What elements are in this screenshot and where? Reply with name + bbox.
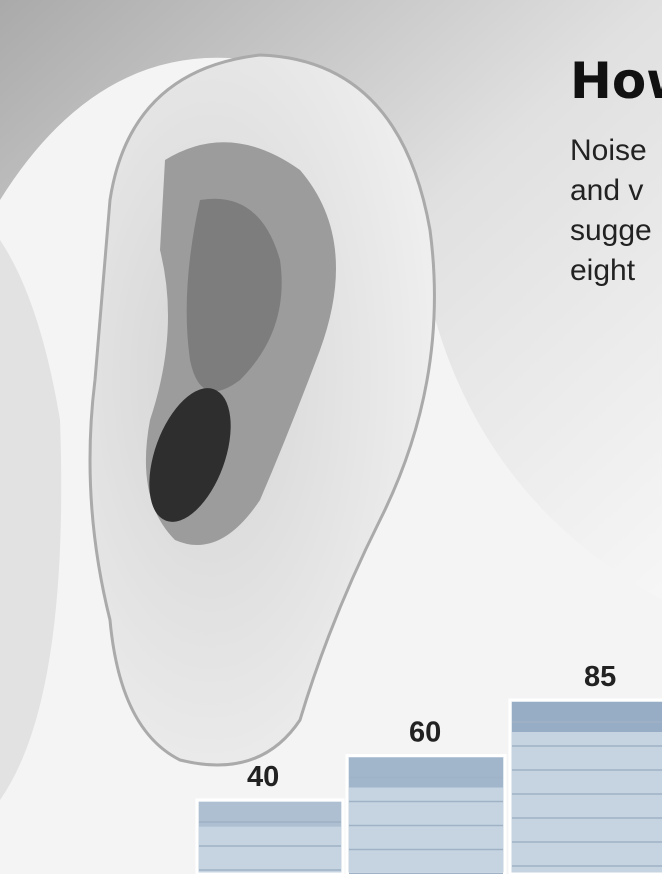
subtitle-line: and v [570,174,643,207]
value-label: 85 [584,661,616,693]
bar-top [512,702,662,732]
value-label: 40 [247,761,279,793]
subtitle-line: Noise [570,134,647,167]
bar-top [349,757,503,788]
subtitle: Noise and v sugge eight [570,134,652,287]
subtitle-line: eight [570,254,636,287]
bars: 40 60 85 [195,661,662,874]
value-label: 60 [409,717,441,749]
title: How [570,52,662,110]
bar-top [199,802,341,827]
subtitle-line: sugge [570,214,652,247]
bar [195,798,345,874]
